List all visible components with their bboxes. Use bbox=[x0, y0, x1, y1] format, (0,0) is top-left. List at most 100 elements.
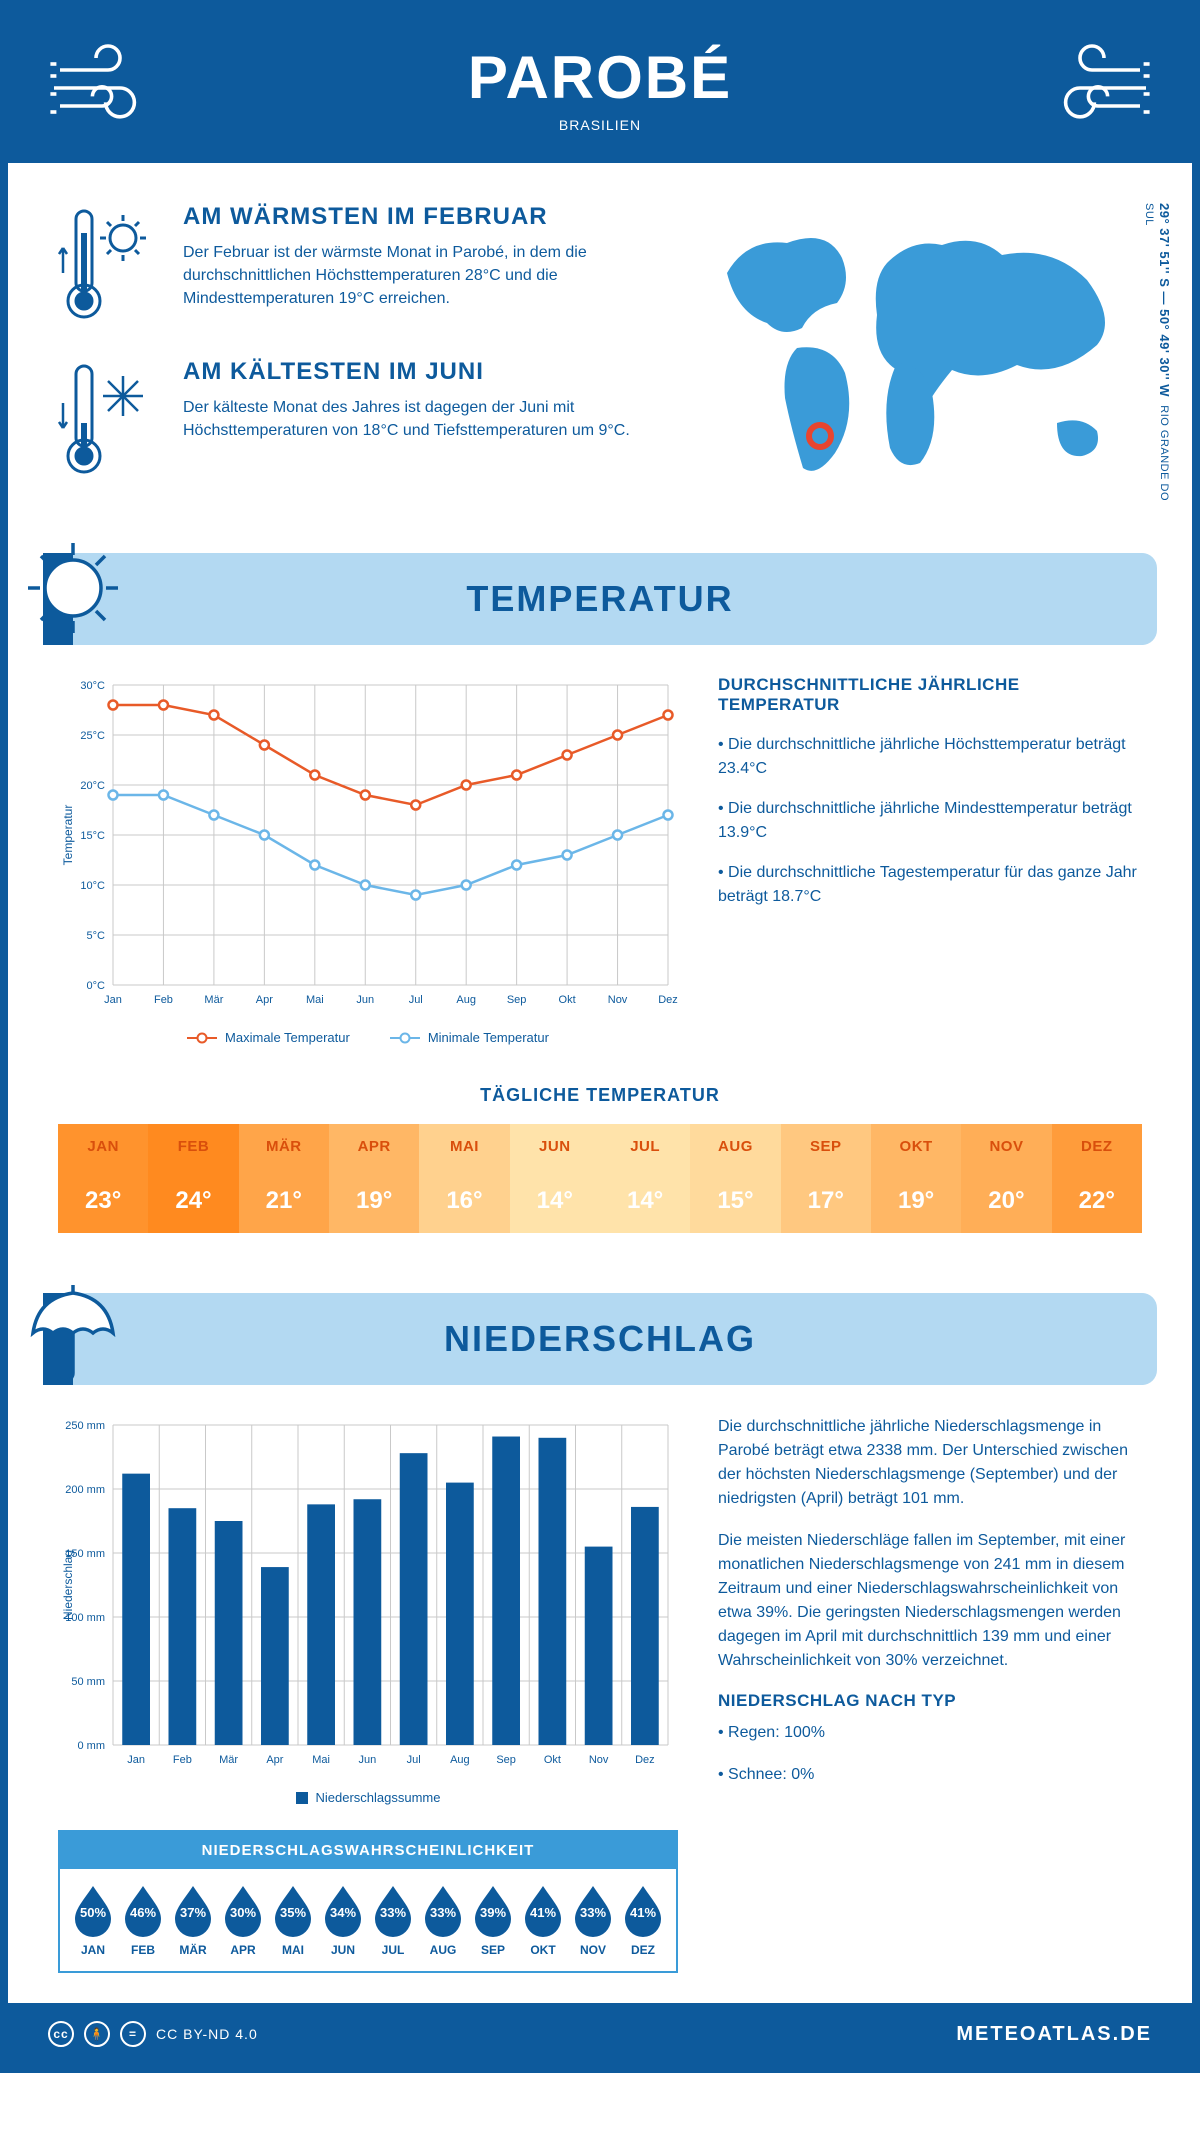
precip-probability-drop: 46%FEB bbox=[121, 1883, 165, 1957]
daily-temp-column: AUG15° bbox=[690, 1124, 780, 1233]
svg-text:Mär: Mär bbox=[219, 1754, 238, 1766]
svg-text:50 mm: 50 mm bbox=[71, 1676, 105, 1688]
daily-temp-column: JUN14° bbox=[510, 1124, 600, 1233]
svg-text:250 mm: 250 mm bbox=[65, 1420, 105, 1432]
world-map-icon bbox=[702, 218, 1142, 498]
daily-temp-title: TÄGLICHE TEMPERATUR bbox=[58, 1085, 1142, 1106]
daily-temp-column: APR19° bbox=[329, 1124, 419, 1233]
intro-section: AM WÄRMSTEN IM FEBRUAR Der Februar ist d… bbox=[8, 163, 1192, 533]
country-subtitle: BRASILIEN bbox=[168, 117, 1032, 133]
daily-temp-value: 14° bbox=[600, 1169, 690, 1233]
sun-icon bbox=[23, 533, 123, 653]
daily-temp-value: 19° bbox=[329, 1169, 419, 1233]
svg-text:Dez: Dez bbox=[658, 994, 678, 1006]
daily-temp-value: 15° bbox=[690, 1169, 780, 1233]
svg-text:Dez: Dez bbox=[635, 1754, 655, 1766]
section-header-precipitation: NIEDERSCHLAG bbox=[43, 1293, 1157, 1385]
precip-probability-drop: 33%JUL bbox=[371, 1883, 415, 1957]
daily-temp-month: DEZ bbox=[1052, 1124, 1142, 1169]
daily-temp-value: 23° bbox=[58, 1169, 148, 1233]
daily-temp-month: MAI bbox=[419, 1124, 509, 1169]
temperature-line-chart: 0°C5°C10°C15°C20°C25°C30°CJanFebMärAprMa… bbox=[58, 675, 678, 1015]
wind-icon-right bbox=[1032, 38, 1152, 138]
daily-temperature-block: TÄGLICHE TEMPERATUR JAN23°FEB24°MÄR21°AP… bbox=[8, 1075, 1192, 1273]
precip-chart-legend: Niederschlagssumme bbox=[58, 1790, 678, 1805]
map-block: 29° 37' 51'' S — 50° 49' 30'' W RIO GRAN… bbox=[702, 203, 1142, 513]
section-title-precip: NIEDERSCHLAG bbox=[43, 1318, 1157, 1360]
coordinates-label: 29° 37' 51'' S — 50° 49' 30'' W RIO GRAN… bbox=[1142, 203, 1172, 513]
fact-cold-text: Der kälteste Monat des Jahres ist dagege… bbox=[183, 396, 662, 442]
svg-text:Jul: Jul bbox=[409, 994, 423, 1006]
svg-text:15°C: 15°C bbox=[80, 830, 105, 842]
precip-probability-drop: 33%AUG bbox=[421, 1883, 465, 1957]
daily-temp-value: 24° bbox=[148, 1169, 238, 1233]
by-icon: 🧍 bbox=[84, 2021, 110, 2047]
svg-text:Apr: Apr bbox=[256, 994, 273, 1006]
daily-temp-value: 17° bbox=[781, 1169, 871, 1233]
precip-para: Die meisten Niederschläge fallen im Sept… bbox=[718, 1529, 1142, 1673]
precip-probability-drop: 41%DEZ bbox=[621, 1883, 665, 1957]
daily-temp-month: AUG bbox=[690, 1124, 780, 1169]
svg-text:Apr: Apr bbox=[266, 1754, 283, 1766]
svg-text:Aug: Aug bbox=[450, 1754, 470, 1766]
daily-temp-value: 14° bbox=[510, 1169, 600, 1233]
svg-text:25°C: 25°C bbox=[80, 730, 105, 742]
precip-probability-drop: 34%JUN bbox=[321, 1883, 365, 1957]
temp-info-title: DURCHSCHNITTLICHE JÄHRLICHE TEMPERATUR bbox=[718, 675, 1142, 715]
fact-cold: AM KÄLTESTEN IM JUNI Der kälteste Monat … bbox=[58, 358, 662, 478]
license-block: cc 🧍 = CC BY-ND 4.0 bbox=[48, 2021, 258, 2047]
precip-probability-drop: 39%SEP bbox=[471, 1883, 515, 1957]
daily-temp-month: APR bbox=[329, 1124, 419, 1169]
thermometer-hot-icon bbox=[58, 203, 158, 323]
temp-info-bullet: • Die durchschnittliche jährliche Mindes… bbox=[718, 797, 1142, 845]
precip-probability-drop: 37%MÄR bbox=[171, 1883, 215, 1957]
section-title-temp: TEMPERATUR bbox=[43, 578, 1157, 620]
svg-text:Feb: Feb bbox=[154, 994, 173, 1006]
daily-temp-value: 21° bbox=[239, 1169, 329, 1233]
svg-text:5°C: 5°C bbox=[87, 930, 106, 942]
svg-text:Nov: Nov bbox=[589, 1754, 609, 1766]
temp-chart-legend: .legend-line[style*='e85a28']::after{bor… bbox=[58, 1030, 678, 1045]
daily-temp-column: SEP17° bbox=[781, 1124, 871, 1233]
daily-temp-column: FEB24° bbox=[148, 1124, 238, 1233]
svg-text:20°C: 20°C bbox=[80, 780, 105, 792]
precip-type-bullet: • Schnee: 0% bbox=[718, 1763, 1142, 1787]
site-logo-text: METEOATLAS.DE bbox=[956, 2023, 1152, 2046]
daily-temp-column: JAN23° bbox=[58, 1124, 148, 1233]
daily-temperature-table: JAN23°FEB24°MÄR21°APR19°MAI16°JUN14°JUL1… bbox=[58, 1124, 1142, 1233]
precip-info: Die durchschnittliche jährliche Niedersc… bbox=[718, 1415, 1142, 1973]
svg-text:Feb: Feb bbox=[173, 1754, 192, 1766]
daily-temp-month: MÄR bbox=[239, 1124, 329, 1169]
daily-temp-month: JUL bbox=[600, 1124, 690, 1169]
city-title: PAROBÉ bbox=[168, 43, 1032, 112]
daily-temp-value: 16° bbox=[419, 1169, 509, 1233]
daily-temp-month: FEB bbox=[148, 1124, 238, 1169]
precip-probability-box: NIEDERSCHLAGSWAHRSCHEINLICHKEIT 50%JAN46… bbox=[58, 1830, 678, 1973]
svg-text:Sep: Sep bbox=[496, 1754, 516, 1766]
footer: cc 🧍 = CC BY-ND 4.0 METEOATLAS.DE bbox=[8, 2003, 1192, 2065]
precip-probability-drop: 33%NOV bbox=[571, 1883, 615, 1957]
svg-text:0 mm: 0 mm bbox=[78, 1740, 106, 1752]
daily-temp-month: JAN bbox=[58, 1124, 148, 1169]
temp-info-bullet: • Die durchschnittliche jährliche Höchst… bbox=[718, 733, 1142, 781]
daily-temp-column: JUL14° bbox=[600, 1124, 690, 1233]
svg-text:Aug: Aug bbox=[456, 994, 476, 1006]
svg-text:Mär: Mär bbox=[204, 994, 223, 1006]
fact-hot-title: AM WÄRMSTEN IM FEBRUAR bbox=[183, 203, 662, 231]
daily-temp-value: 20° bbox=[961, 1169, 1051, 1233]
temp-info: DURCHSCHNITTLICHE JÄHRLICHE TEMPERATUR •… bbox=[718, 675, 1142, 1045]
cc-icon: cc bbox=[48, 2021, 74, 2047]
svg-text:30°C: 30°C bbox=[80, 680, 105, 692]
precipitation-bar-chart: 0 mm50 mm100 mm150 mm200 mm250 mmJanFebM… bbox=[58, 1415, 678, 1775]
precip-type-title: NIEDERSCHLAG NACH TYP bbox=[718, 1691, 1142, 1711]
daily-temp-column: MÄR21° bbox=[239, 1124, 329, 1233]
precip-probability-drop: 30%APR bbox=[221, 1883, 265, 1957]
precip-probability-drop: 35%MAI bbox=[271, 1883, 315, 1957]
fact-cold-title: AM KÄLTESTEN IM JUNI bbox=[183, 358, 662, 386]
license-text: CC BY-ND 4.0 bbox=[156, 2026, 258, 2042]
thermometer-cold-icon bbox=[58, 358, 158, 478]
svg-text:Nov: Nov bbox=[608, 994, 628, 1006]
svg-text:Mai: Mai bbox=[306, 994, 324, 1006]
temp-info-bullet: • Die durchschnittliche Tagestemperatur … bbox=[718, 861, 1142, 909]
svg-text:Niederschlag: Niederschlag bbox=[61, 1550, 75, 1620]
